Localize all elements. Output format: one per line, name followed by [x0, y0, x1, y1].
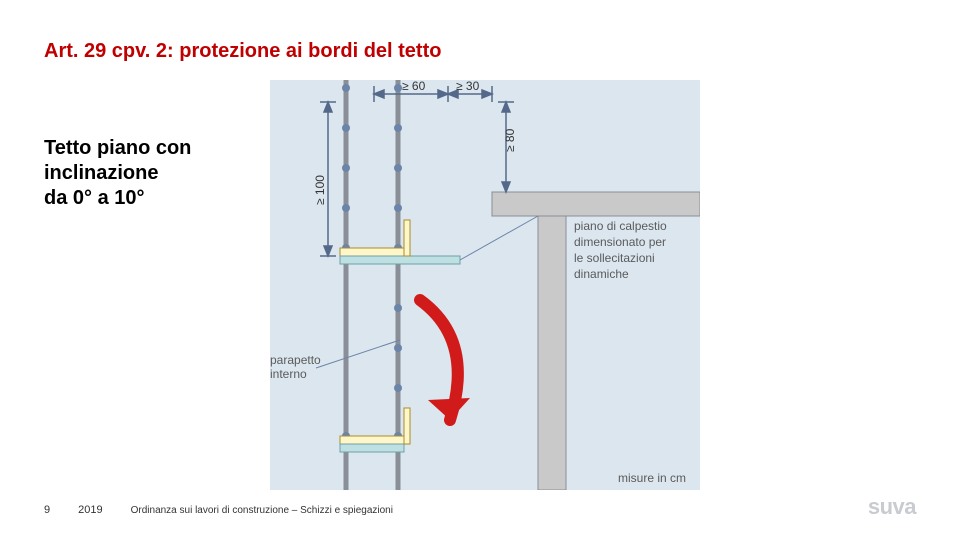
footer-doc-title: Ordinanza sui lavori di construzione – S…	[131, 505, 393, 516]
diagram-background	[270, 80, 700, 490]
subtitle-line1: Tetto piano con	[44, 136, 191, 161]
suva-logo: suva	[868, 494, 916, 520]
slide-title: Art. 29 cpv. 2: protezione ai bordi del …	[44, 40, 441, 63]
dim-right: ≥ 80	[503, 128, 517, 152]
dim-left: ≥ 100	[313, 175, 327, 205]
dim-top-seg1: ≥ 60	[402, 80, 426, 93]
page-number: 9	[44, 504, 50, 516]
dim-top-seg2: ≥ 30	[456, 80, 480, 93]
subtitle: Tetto piano con inclinazione da 0° a 10°	[38, 132, 197, 215]
footer-year: 2019	[78, 504, 102, 516]
footer: 9 2019 Ordinanza sui lavori di construzi…	[44, 504, 916, 516]
annotation-walkway-l2: dimensionato per	[574, 235, 666, 249]
units-note: misure in cm	[618, 471, 686, 485]
annotation-walkway-l4: dinamiche	[574, 267, 629, 281]
annotation-parapet-l2: interno	[270, 367, 307, 381]
diagram: ≥ 60 ≥ 30 ≥ 80 ≥ 100 parapetto interno p…	[270, 80, 700, 490]
subtitle-line2: inclinazione	[44, 161, 191, 186]
annotation-walkway-l1: piano di calpestio	[574, 219, 667, 233]
subtitle-line3: da 0° a 10°	[44, 186, 191, 211]
annotation-parapet-l1: parapetto	[270, 353, 321, 367]
annotation-walkway-l3: le sollecitazioni	[574, 251, 655, 265]
diagram-svg: ≥ 60 ≥ 30 ≥ 80 ≥ 100 parapetto interno p…	[270, 80, 700, 490]
